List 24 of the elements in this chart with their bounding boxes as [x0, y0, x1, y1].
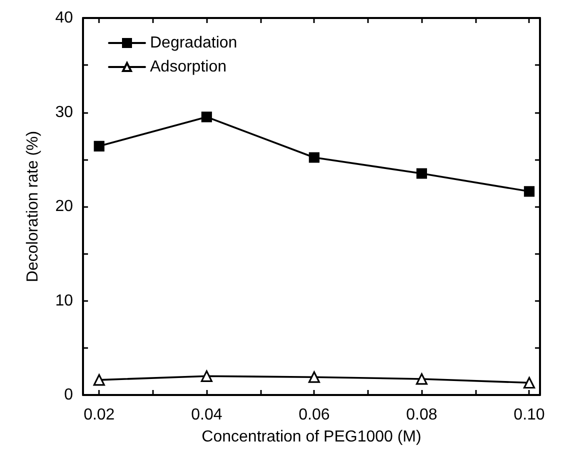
x-tick-label: 0.04 [191, 406, 222, 424]
point [524, 186, 535, 197]
y-tick-label: 30 [55, 104, 74, 121]
y-tick-label: 0 [64, 386, 74, 404]
y-tick-label: 20 [55, 198, 74, 215]
point [94, 140, 104, 152]
point [200, 370, 212, 382]
point [523, 376, 536, 389]
y-axis-title: Decoloration rate (%) [24, 130, 42, 282]
legend-label: Adsorption [150, 58, 226, 76]
x-tick-label: 0.06 [298, 406, 330, 424]
point [93, 374, 105, 386]
point [201, 112, 212, 122]
point [308, 371, 320, 383]
x-tick-label: 0.02 [84, 406, 115, 424]
point [308, 152, 320, 163]
point [416, 373, 428, 385]
legend-label: Degradation [150, 34, 238, 52]
x-axis-title: Concentration of PEG1000 (M) [202, 428, 422, 446]
y-tick-label: 10 [55, 292, 74, 310]
x-tick-label: 0.10 [514, 406, 545, 424]
y-tick-label: 40 [55, 10, 74, 26]
point [416, 168, 428, 179]
x-tick-label: 0.08 [406, 406, 438, 424]
